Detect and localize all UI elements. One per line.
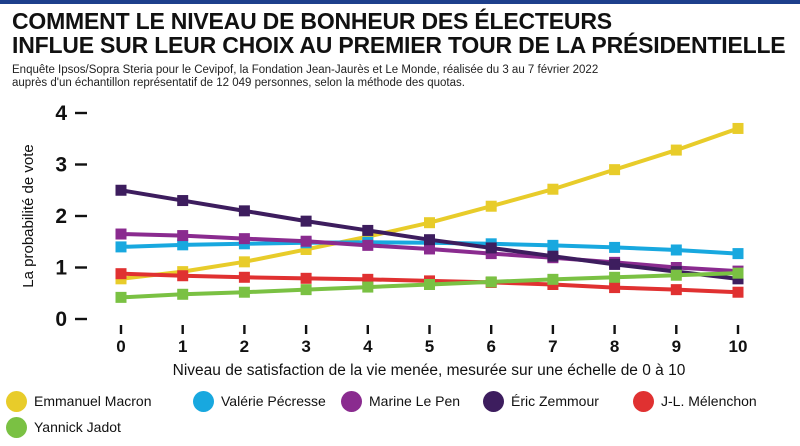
- data-point-marine-le-pen: [485, 248, 497, 260]
- chart-subtitle: Enquête Ipsos/Sopra Steria pour le Cevip…: [12, 64, 792, 90]
- data-point-yannick-jadot: [115, 291, 127, 303]
- data-point-eric-zemmour: [547, 250, 559, 262]
- data-point-yannick-jadot: [547, 273, 559, 285]
- chart-title-line-1: COMMENT LE NIVEAU DE BONHEUR DES ÉLECTEU…: [12, 8, 612, 34]
- legend-swatch-yannick-jadot: [6, 416, 27, 438]
- chart-title: COMMENT LE NIVEAU DE BONHEUR DES ÉLECTEU…: [12, 9, 792, 57]
- y-tick-label: 1: [55, 257, 67, 280]
- data-point-eric-zemmour: [238, 205, 250, 217]
- data-point-emmanuel-macron: [485, 200, 497, 212]
- data-point-j-l-melenchon: [732, 286, 744, 298]
- legend-item-yannick-jadot: Yannick Jadot: [6, 415, 121, 439]
- legend-label: Emmanuel Macron: [34, 393, 152, 409]
- data-point-marine-le-pen: [238, 233, 250, 245]
- data-point-eric-zemmour: [732, 273, 744, 285]
- legend-swatch-marine-le-pen: [341, 390, 362, 412]
- chart-title-line-2: INFLUE SUR LEUR CHOIX AU PREMIER TOUR DE…: [12, 32, 786, 58]
- data-point-valerie-pecresse: [732, 248, 744, 260]
- data-point-marine-le-pen: [177, 230, 189, 242]
- series-line-emmanuel-macron: [120, 126, 739, 281]
- data-point-yannick-jadot: [609, 271, 621, 283]
- legend-label: J-L. Mélenchon: [661, 393, 757, 409]
- data-point-yannick-jadot: [177, 288, 189, 300]
- data-point-emmanuel-macron: [547, 183, 559, 195]
- data-point-emmanuel-macron: [609, 164, 621, 176]
- data-point-emmanuel-macron: [238, 256, 250, 268]
- data-point-j-l-melenchon: [115, 268, 127, 280]
- legend-swatch-j-l-melenchon: [633, 390, 654, 412]
- chart-legend: Emmanuel Macron Valérie Pécresse Marine Le…: [6, 383, 796, 443]
- top-accent-rule: [0, 0, 800, 4]
- data-point-emmanuel-macron: [424, 217, 435, 229]
- y-tick-label: 3: [55, 154, 67, 177]
- legend-item-marine-le-pen: Marine Le Pen: [341, 389, 460, 413]
- y-tick-label: 2: [55, 205, 67, 228]
- legend-swatch-valerie-pecresse: [193, 390, 214, 412]
- data-point-eric-zemmour: [115, 184, 127, 196]
- legend-item-eric-zemmour: Éric Zemmour: [483, 389, 599, 413]
- data-point-valerie-pecresse: [670, 244, 682, 256]
- legend-item-emmanuel-macron: Emmanuel Macron: [6, 389, 152, 413]
- data-point-eric-zemmour: [609, 258, 621, 270]
- x-tick-label: 8: [610, 337, 619, 356]
- legend-item-valerie-pecresse: Valérie Pécresse: [193, 389, 326, 413]
- data-point-marine-le-pen: [362, 239, 374, 251]
- legend-label: Yannick Jadot: [34, 419, 121, 435]
- data-point-valerie-pecresse: [115, 241, 127, 253]
- data-point-eric-zemmour: [300, 215, 312, 227]
- data-point-j-l-melenchon: [300, 272, 312, 284]
- data-point-yannick-jadot: [732, 267, 744, 279]
- x-tick-label: 1: [178, 337, 187, 356]
- data-point-j-l-melenchon: [670, 284, 682, 296]
- legend-label: Valérie Pécresse: [221, 393, 326, 409]
- x-tick-label: 6: [486, 337, 495, 356]
- y-tick-label: 4: [55, 102, 67, 125]
- data-point-valerie-pecresse: [177, 239, 189, 251]
- data-point-yannick-jadot: [670, 269, 682, 281]
- x-tick-label: 7: [548, 337, 557, 356]
- x-axis-title: Niveau de satisfaction de la vie menée, …: [173, 362, 686, 379]
- x-tick-label: 2: [240, 337, 249, 356]
- y-tick-label: 0: [55, 308, 67, 331]
- legend-item-j-l-melenchon: J-L. Mélenchon: [633, 389, 757, 413]
- legend-swatch-emmanuel-macron: [6, 390, 27, 412]
- data-point-valerie-pecresse: [547, 239, 559, 251]
- y-axis-title: La probabilité de vote: [20, 144, 37, 287]
- data-point-eric-zemmour: [485, 242, 497, 254]
- chart-subtitle-line-2: auprès d'un échantillon représentatif de…: [12, 77, 465, 89]
- data-point-yannick-jadot: [300, 284, 312, 296]
- data-point-yannick-jadot: [424, 278, 435, 290]
- data-point-j-l-melenchon: [362, 273, 374, 285]
- legend-label: Marine Le Pen: [369, 393, 461, 409]
- chart-subtitle-line-1: Enquête Ipsos/Sopra Steria pour le Cevip…: [12, 64, 599, 76]
- legend-label: Éric Zemmour: [511, 393, 599, 409]
- data-point-emmanuel-macron: [732, 122, 744, 134]
- data-point-marine-le-pen: [115, 228, 127, 240]
- data-point-marine-le-pen: [300, 235, 312, 247]
- data-point-j-l-melenchon: [177, 270, 189, 282]
- legend-swatch-eric-zemmour: [483, 390, 504, 412]
- data-point-yannick-jadot: [362, 281, 374, 293]
- x-tick-label: 0: [116, 337, 125, 356]
- data-point-valerie-pecresse: [609, 241, 621, 253]
- x-tick-label: 5: [425, 337, 434, 356]
- x-tick-label: 9: [672, 337, 681, 356]
- data-point-j-l-melenchon: [238, 271, 250, 283]
- x-tick-label: 3: [301, 337, 310, 356]
- x-tick-label: 10: [729, 337, 748, 356]
- data-point-eric-zemmour: [424, 234, 435, 246]
- data-point-yannick-jadot: [238, 286, 250, 298]
- data-point-eric-zemmour: [362, 224, 374, 236]
- data-point-yannick-jadot: [485, 276, 497, 288]
- data-point-emmanuel-macron: [362, 231, 374, 243]
- data-point-j-l-melenchon: [609, 282, 621, 294]
- data-point-emmanuel-macron: [300, 243, 312, 255]
- data-point-eric-zemmour: [177, 195, 189, 207]
- data-point-emmanuel-macron: [670, 144, 682, 156]
- data-point-marine-le-pen: [424, 243, 435, 255]
- x-tick-label: 4: [363, 337, 373, 356]
